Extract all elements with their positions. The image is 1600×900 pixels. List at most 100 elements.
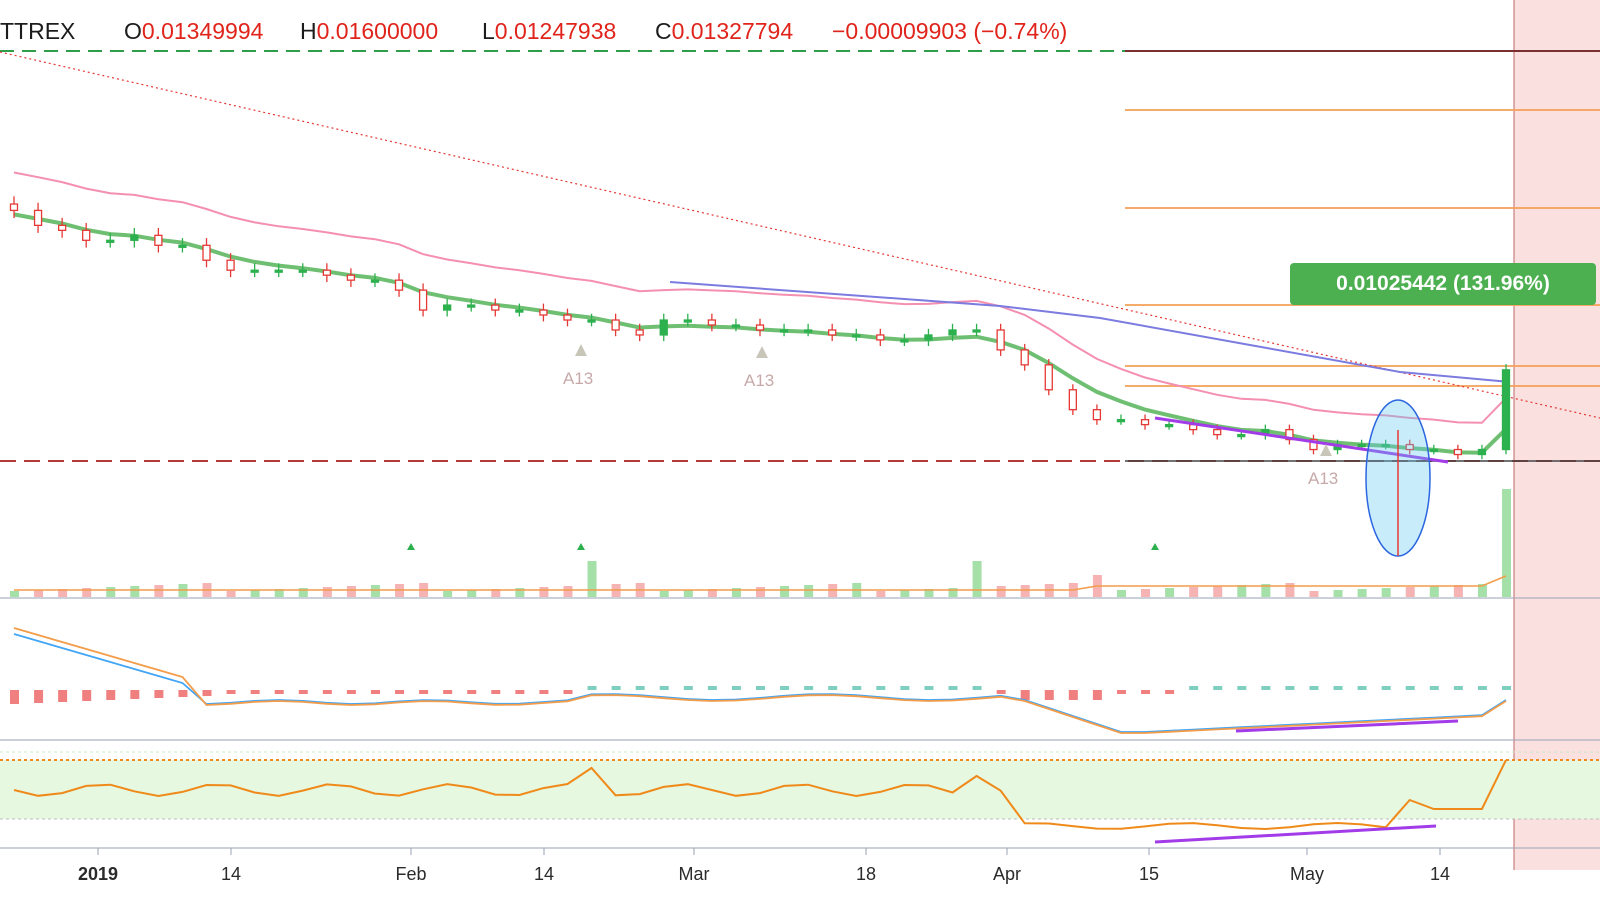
candle-body: [1213, 428, 1222, 436]
volume-bar: [467, 590, 477, 597]
macd-signal-line: [13, 627, 1507, 734]
symbol-label: TTREX: [0, 18, 76, 44]
volume-bar: [1429, 586, 1439, 597]
macd-hist-bar: [10, 690, 19, 704]
volume-bar: [491, 589, 501, 597]
macd-hist-bar: [611, 686, 621, 690]
macd-hist-bar: [1502, 686, 1511, 690]
macd-hist-bar: [996, 690, 1006, 694]
macd-hist-bar: [683, 686, 693, 690]
macd-hist-bar: [1141, 690, 1151, 694]
time-tick-label: 18: [856, 864, 876, 884]
candle-body: [1501, 369, 1511, 451]
candle-body: [9, 203, 19, 212]
candle-body: [418, 289, 428, 311]
candle-body: [1116, 419, 1126, 423]
candle-body: [226, 259, 235, 271]
measure-label: 0.01025442 (131.96%): [1290, 263, 1596, 305]
volume-bar: [1116, 590, 1126, 597]
ohlc-change: −0.00009903 (−0.74%): [832, 18, 1068, 44]
candle-body: [924, 334, 933, 341]
volume-bar: [1141, 589, 1151, 597]
volume-bars: [10, 489, 1511, 597]
candle-body: [707, 319, 717, 326]
macd-hist-bar: [1020, 690, 1030, 700]
macd-hist-bar: [370, 690, 380, 694]
candle-body: [250, 269, 259, 273]
volume-bar: [298, 588, 308, 597]
volume-bar: [1213, 586, 1223, 597]
volume-bar: [948, 588, 958, 597]
macd-hist-bar: [1261, 686, 1271, 690]
macd-hist-bar: [707, 686, 717, 690]
time-tick-label: 15: [1139, 864, 1159, 884]
macd-hist-bar: [298, 690, 308, 694]
candle-body: [130, 234, 139, 241]
macd-hist-bar: [1285, 686, 1295, 690]
candle-body: [1068, 389, 1077, 411]
candle-body: [611, 319, 620, 331]
macd-hist-bar: [731, 686, 741, 690]
candle-body: [852, 334, 861, 338]
macd-hist-bar: [900, 686, 910, 690]
ohlc-high: H0.01600000: [300, 18, 439, 44]
macd-hist-bar: [395, 690, 405, 694]
volume-bar: [924, 589, 934, 597]
volume-bar: [683, 590, 693, 597]
candle-body: [1477, 448, 1487, 456]
macd-hist-bar: [659, 686, 669, 690]
volume-bar: [1189, 587, 1199, 597]
macd-hist-bar: [346, 690, 356, 694]
macd-hist-bar: [322, 690, 332, 694]
macd-hist-bar: [419, 690, 429, 694]
volume-bar: [1453, 585, 1463, 597]
macd-hist-bar: [924, 686, 934, 690]
future-shade: [1514, 0, 1600, 870]
candle-body: [948, 329, 957, 336]
candle-body: [1140, 419, 1150, 426]
time-tick-label: 14: [1430, 864, 1450, 884]
macd-hist-bar: [1237, 686, 1247, 690]
candle-body: [1020, 349, 1029, 366]
trend-blue-line: [669, 281, 1511, 383]
time-tick-label: Mar: [679, 864, 710, 884]
signal-triangle: [577, 543, 585, 550]
volume-bar: [1333, 590, 1343, 597]
candle-body: [467, 304, 476, 308]
candle-body: [1164, 423, 1174, 428]
macd-hist-bar: [130, 690, 140, 699]
macd-hist-bar: [178, 690, 188, 697]
time-tick-label: Feb: [395, 864, 426, 884]
macd-hist-bar: [467, 690, 477, 694]
macd-hist-bar: [1477, 686, 1487, 690]
macd-hist-bar: [1309, 686, 1319, 690]
volume-bar: [539, 587, 549, 597]
macd-histogram: [10, 686, 1511, 704]
macd-hist-bar: [948, 686, 958, 690]
macd-hist-bar: [1189, 686, 1199, 690]
volume-bar: [346, 586, 356, 597]
candle-body: [106, 239, 115, 243]
volume-bar: [756, 587, 765, 597]
candle-body: [298, 269, 307, 273]
candle-body: [1044, 364, 1053, 391]
macd-hist-bar: [587, 686, 597, 690]
fib-levels: [1125, 109, 1600, 387]
volume-bar: [274, 589, 284, 597]
volume-bar: [1309, 591, 1319, 597]
candle-body: [972, 329, 981, 333]
volume-bar: [563, 586, 573, 597]
candle-body: [803, 329, 813, 333]
a13-label: A13: [744, 371, 774, 390]
macd-hist-bar: [1213, 686, 1223, 690]
volume-bar: [515, 588, 525, 597]
candle-body: [1405, 443, 1414, 451]
macd-hist-bar: [563, 690, 573, 694]
macd-hist-bar: [756, 686, 765, 690]
volume-bar: [1477, 584, 1487, 597]
candle-body: [731, 324, 741, 328]
candle-body: [1309, 438, 1318, 451]
macd-hist-bar: [1405, 686, 1415, 690]
macd-hist-bar: [972, 686, 982, 690]
time-tick-label: 14: [534, 864, 554, 884]
